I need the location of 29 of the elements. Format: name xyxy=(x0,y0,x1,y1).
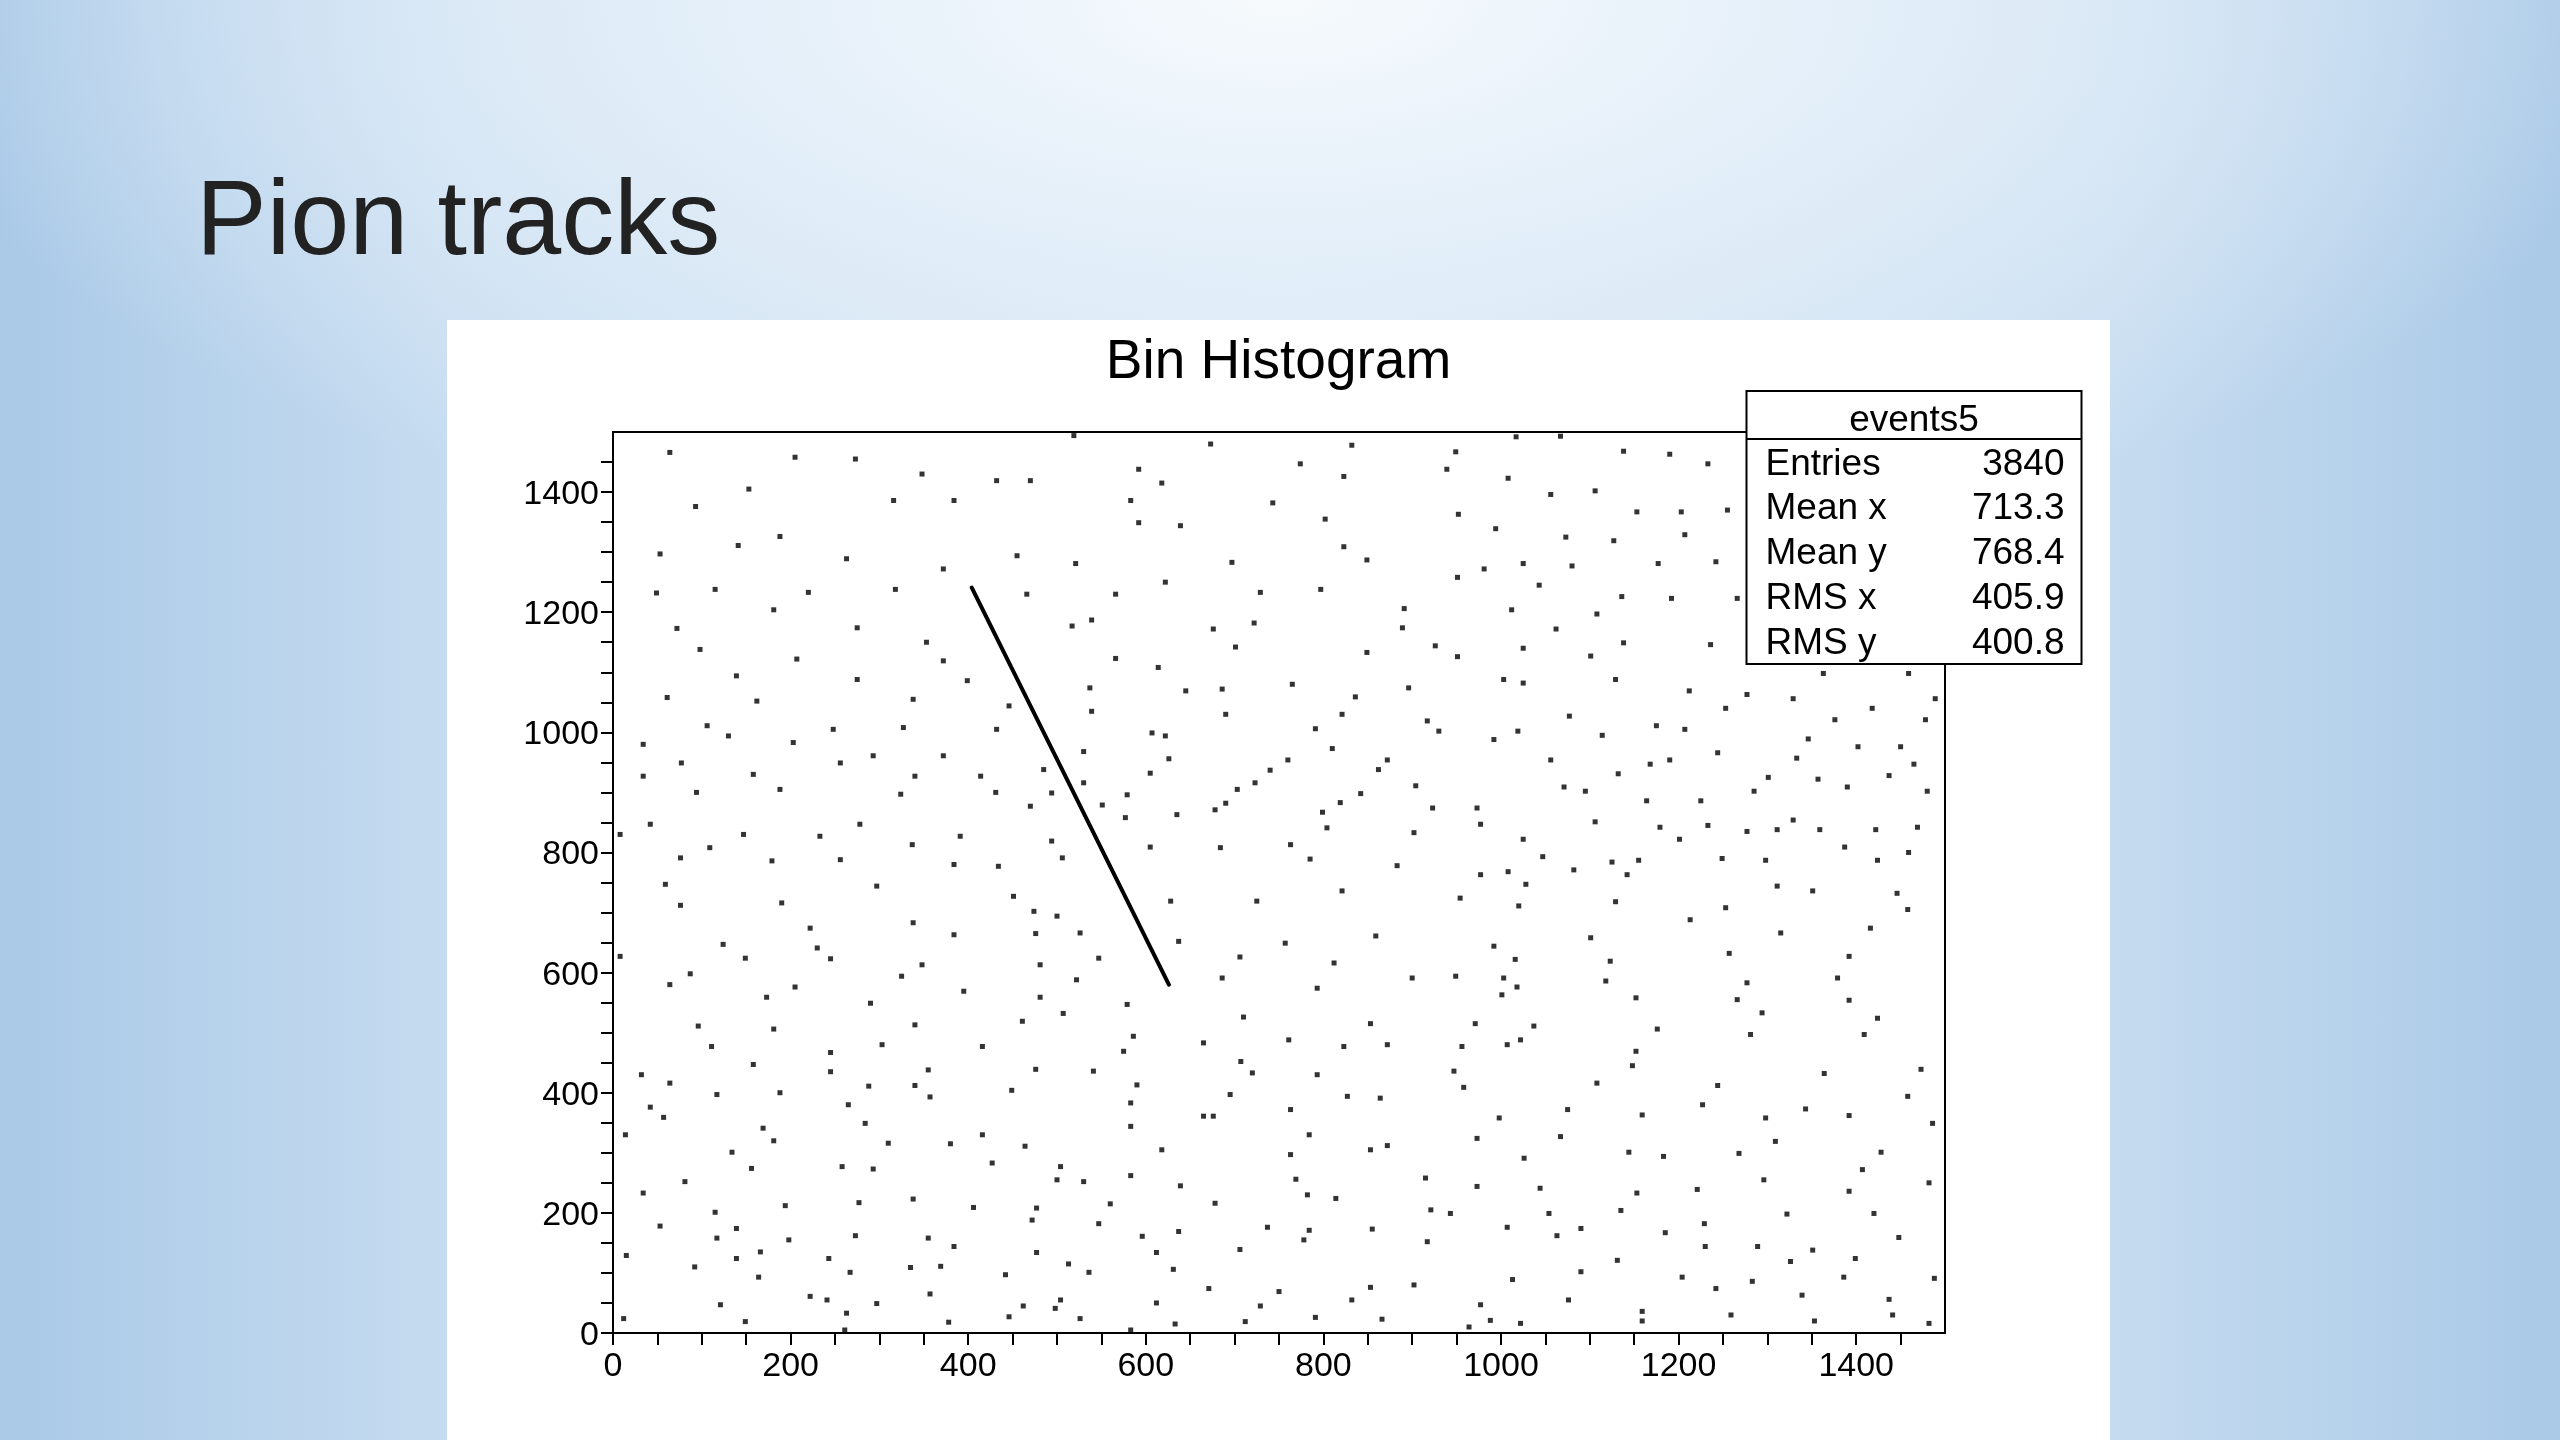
x-tick-label: 800 xyxy=(1295,1345,1352,1383)
x-tick-label: 400 xyxy=(939,1345,997,1383)
annotation: Mean x xyxy=(1765,486,1888,528)
y-tick-label: 0 xyxy=(580,1314,599,1352)
x-tick-label: 1000 xyxy=(1463,1345,1539,1383)
annotation: RMS y xyxy=(1765,620,1877,662)
x-tick-label: 200 xyxy=(762,1345,819,1383)
annotation: events5 xyxy=(1849,397,1979,439)
x-tick-label: 0 xyxy=(603,1345,623,1383)
text: 713.3 xyxy=(1971,486,2065,528)
x-tick-label: 1400 xyxy=(1818,1345,1895,1383)
y-tick-label: 200 xyxy=(542,1193,599,1232)
text: 400.8 xyxy=(1971,620,2065,662)
text: 768.4 xyxy=(1971,531,2065,572)
chart-subtitle: Bin Histogram xyxy=(1105,327,1452,390)
x-tick-label: 1200 xyxy=(1640,1345,1717,1383)
y-tick-label: 1000 xyxy=(523,713,599,752)
y-tick-label: 600 xyxy=(542,953,599,992)
annotation: Mean y xyxy=(1765,531,1888,572)
x-tick-label: 600 xyxy=(1117,1345,1175,1383)
chart-title: Pion tracks xyxy=(196,157,721,278)
annotation: Entries xyxy=(1765,441,1881,483)
y-tick-label: 400 xyxy=(542,1073,599,1112)
text: 405.9 xyxy=(1971,575,2065,617)
annotation: RMS x xyxy=(1765,575,1877,617)
text: 3840 xyxy=(1982,441,2065,483)
y-tick-label: 1200 xyxy=(523,593,599,632)
y-tick-label: 1400 xyxy=(523,473,599,512)
y-tick-label: 800 xyxy=(542,833,599,872)
